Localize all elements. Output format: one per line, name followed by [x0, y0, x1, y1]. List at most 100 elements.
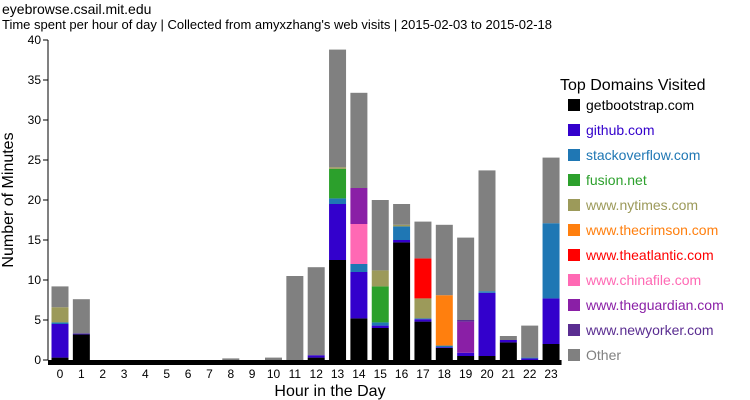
x-tick-label-2: 2 [99, 367, 106, 381]
y-ticks: 0 5 10 15 20 25 30 35 40 [28, 33, 48, 367]
bar-segment-hour-14-series-8 [350, 188, 368, 224]
x-tick-label-13: 13 [331, 367, 345, 381]
y-tick-label-30: 30 [28, 113, 42, 127]
x-tick-label-15: 15 [374, 367, 388, 381]
bar-segment-hour-0-series-10 [51, 286, 69, 308]
bar-segment-hour-15-series-4 [371, 270, 389, 287]
y-tick-label-40: 40 [28, 33, 42, 47]
legend-label-6: www.theatlantic.com [585, 247, 714, 263]
legend-swatch-0 [568, 99, 580, 111]
legend-swatch-5 [568, 224, 580, 236]
legend-swatch-3 [568, 174, 580, 186]
x-tick-label-8: 8 [227, 367, 234, 381]
legend-swatch-4 [568, 199, 580, 211]
x-tick-label-5: 5 [163, 367, 170, 381]
bar-segment-hour-13-series-4 [329, 167, 347, 169]
bar-segment-hour-23-series-2 [542, 223, 560, 299]
bar-segment-hour-14-series-0 [350, 318, 368, 360]
legend-swatch-1 [568, 124, 580, 136]
x-ticks: 0 1 2 3 4 5 6 7 8 9 10 11 12 13 14 15 16 17 18 19 20 21 22 23 [57, 367, 558, 381]
bar-segment-hour-19-series-10 [457, 237, 475, 320]
legend-swatch-9 [568, 324, 580, 336]
x-tick-label-21: 21 [502, 367, 516, 381]
chart-subtitle: Time spent per hour of day | Collected f… [2, 17, 552, 32]
bar-segment-hour-16-series-2 [393, 226, 411, 240]
bar-segment-hour-13-series-1 [329, 204, 347, 260]
y-tick-label-25: 25 [28, 153, 42, 167]
bar-segment-hour-19-series-0 [457, 356, 475, 360]
bar-segment-hour-12-series-1 [307, 355, 325, 358]
bar-segment-hour-20-series-0 [478, 356, 496, 360]
legend-label-7: www.chinafile.com [585, 272, 701, 288]
y-tick-label-5: 5 [34, 313, 41, 327]
bar-segment-hour-15-series-0 [371, 328, 389, 360]
y-tick-label-35: 35 [28, 73, 42, 87]
bar-segment-hour-12-series-10 [307, 267, 325, 356]
bar-segment-hour-23-series-0 [542, 344, 560, 360]
x-axis-title: Hour in the Day [274, 383, 385, 400]
legend-label-4: www.nytimes.com [585, 197, 698, 213]
legend-title: Top Domains Visited [560, 77, 706, 94]
bar-segment-hour-18-series-2 [435, 345, 453, 348]
x-tick-label-9: 9 [249, 367, 256, 381]
legend-label-10: Other [586, 347, 621, 363]
bar-segment-hour-8-series-10 [222, 358, 240, 360]
bar-segment-hour-22-series-2 [521, 357, 539, 359]
bar-segment-hour-0-series-0 [51, 357, 69, 360]
bar-segment-hour-19-series-9 [457, 320, 475, 322]
bar-segment-hour-18-series-1 [435, 347, 453, 348]
legend-label-5: www.thecrimson.com [585, 222, 718, 238]
bar-segment-hour-10-series-10 [265, 357, 282, 360]
bar-segment-hour-18-series-0 [435, 348, 453, 360]
x-tick-label-10: 10 [267, 367, 281, 381]
bar-segment-hour-12-series-0 [307, 357, 325, 360]
bar-segment-hour-14-series-10 [350, 92, 368, 188]
legend-swatch-8 [568, 299, 580, 311]
legend-swatch-10 [568, 349, 580, 361]
bar-segment-hour-20-series-10 [478, 170, 496, 292]
bar-segment-hour-19-series-1 [457, 352, 475, 356]
bars-layer [51, 49, 560, 360]
legend-swatch-6 [568, 249, 580, 261]
x-tick-label-20: 20 [480, 367, 494, 381]
bar-segment-hour-15-series-2 [371, 322, 389, 326]
x-tick-label-0: 0 [57, 367, 64, 381]
legend-swatch-7 [568, 274, 580, 286]
y-tick-label-20: 20 [28, 193, 42, 207]
bar-segment-hour-15-series-3 [371, 286, 389, 323]
x-tick-label-22: 22 [523, 367, 537, 381]
bar-segment-hour-11-series-10 [286, 276, 304, 360]
x-tick-label-7: 7 [206, 367, 213, 381]
bar-segment-hour-20-series-2 [478, 291, 496, 293]
y-tick-label-0: 0 [34, 353, 41, 367]
bar-segment-hour-14-series-1 [350, 272, 368, 319]
bar-segment-hour-22-series-10 [521, 325, 539, 358]
bar-segment-hour-19-series-8 [457, 321, 475, 353]
x-tick-label-4: 4 [142, 367, 149, 381]
bar-segment-hour-13-series-3 [329, 168, 347, 199]
y-tick-label-10: 10 [28, 273, 42, 287]
bar-segment-hour-13-series-2 [329, 198, 347, 204]
bar-segment-hour-0-series-1 [51, 324, 69, 358]
x-tick-label-3: 3 [121, 367, 128, 381]
bar-segment-hour-0-series-4 [51, 307, 69, 323]
bar-segment-hour-17-series-0 [414, 321, 432, 360]
legend-label-8: www.theguardian.com [585, 297, 724, 313]
x-tick-label-11: 11 [289, 367, 302, 381]
bar-segment-hour-17-series-6 [414, 258, 432, 299]
bar-segment-hour-15-series-10 [371, 200, 389, 271]
bar-segment-hour-21-series-1 [499, 340, 517, 343]
y-tick-label-15: 15 [28, 233, 42, 247]
bar-segment-hour-18-series-10 [435, 224, 453, 296]
x-axis-bar [48, 360, 562, 365]
legend-label-1: github.com [586, 122, 654, 138]
bar-segment-hour-13-series-10 [329, 49, 347, 168]
bar-segment-hour-16-series-0 [393, 242, 411, 360]
x-tick-label-23: 23 [544, 367, 558, 381]
x-tick-label-6: 6 [185, 367, 192, 381]
x-tick-label-14: 14 [352, 367, 366, 381]
x-tick-label-19: 19 [459, 367, 473, 381]
x-tick-label-17: 17 [416, 367, 430, 381]
bar-segment-hour-14-series-7 [350, 224, 368, 264]
